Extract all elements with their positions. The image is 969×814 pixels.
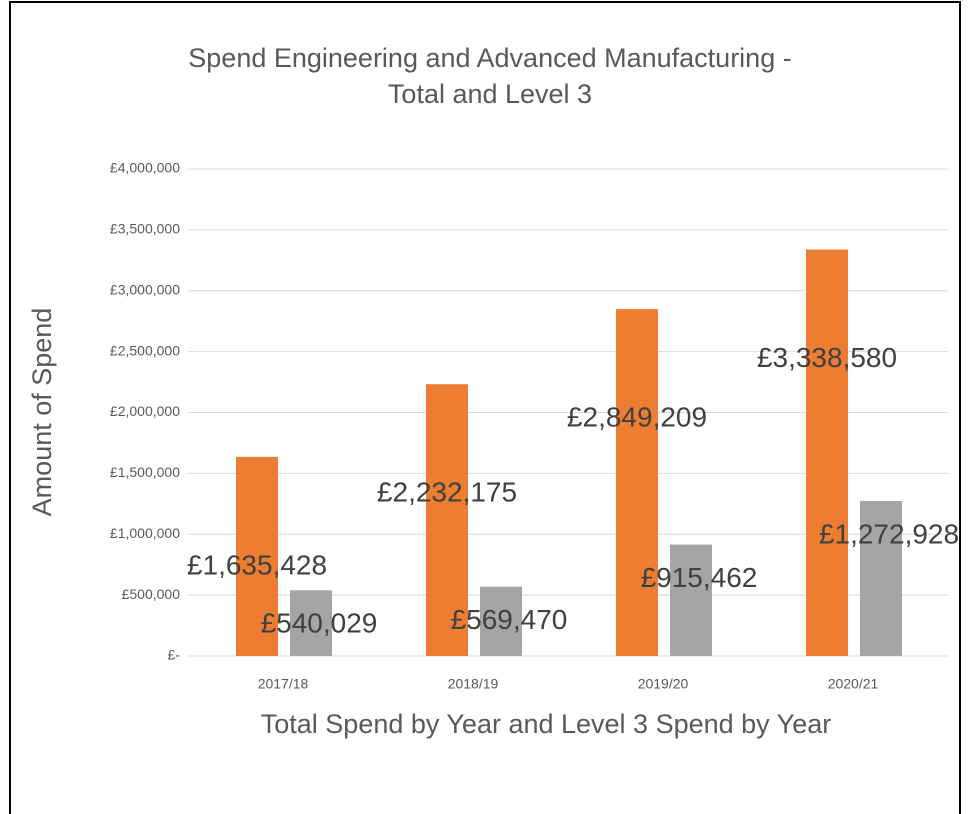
y-tick-label: £3,000,000	[110, 281, 180, 297]
chart-title: Total and Level 3	[388, 79, 592, 109]
bar	[670, 544, 712, 656]
x-axis-title: Total Spend by Year and Level 3 Spend by…	[261, 709, 831, 739]
y-tick-label: £500,000	[122, 586, 181, 602]
x-tick-label: 2017/18	[258, 676, 309, 692]
bar	[236, 456, 278, 656]
data-label: £569,470	[451, 604, 568, 635]
bar	[290, 590, 332, 656]
x-tick-label: 2018/19	[448, 676, 499, 692]
y-tick-label: £-	[168, 647, 181, 663]
bar	[616, 309, 658, 656]
data-label: £540,029	[261, 608, 378, 639]
frame	[9, 1, 961, 814]
data-label: £3,338,580	[757, 342, 897, 373]
y-tick-label: £2,000,000	[110, 403, 180, 419]
chart-title: Spend Engineering and Advanced Manufactu…	[188, 43, 791, 73]
bar	[860, 501, 902, 656]
data-label: £1,635,428	[187, 549, 327, 580]
data-label: £2,849,209	[567, 401, 707, 432]
y-tick-label: £3,500,000	[110, 221, 180, 237]
y-tick-label: £2,500,000	[110, 342, 180, 358]
data-label: £2,232,175	[377, 477, 517, 508]
y-tick-label: £4,000,000	[110, 160, 180, 176]
data-label: £1,272,928	[819, 518, 959, 549]
data-label: £915,462	[641, 562, 758, 593]
bar	[426, 384, 468, 656]
x-tick-label: 2019/20	[638, 676, 689, 692]
x-tick-label: 2020/21	[828, 676, 879, 692]
bar	[480, 586, 522, 656]
bar	[806, 249, 848, 656]
y-tick-label: £1,000,000	[110, 525, 180, 541]
y-axis-title: Amount of Spend	[27, 308, 57, 517]
y-tick-label: £1,500,000	[110, 464, 180, 480]
